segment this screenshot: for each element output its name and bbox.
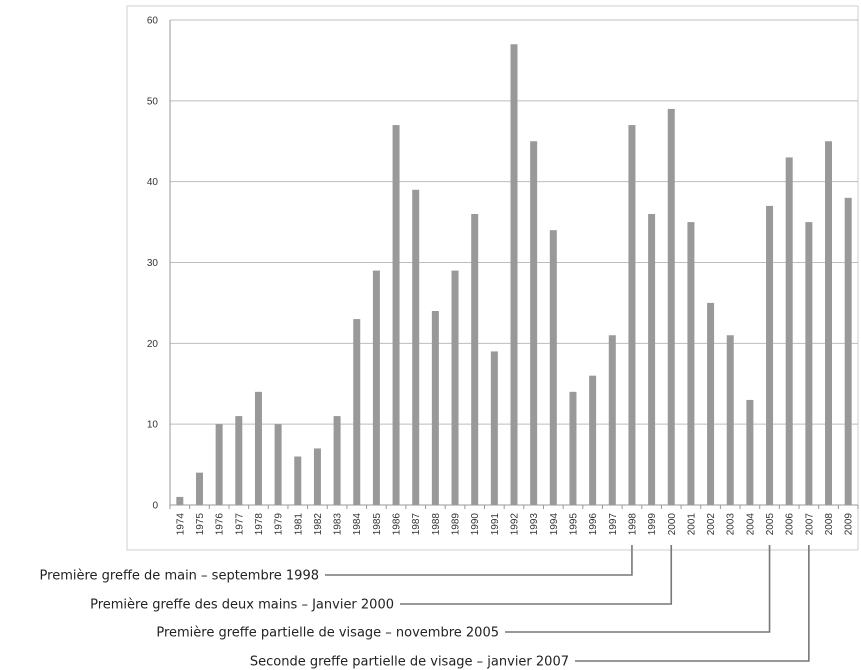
x-tick-label: 1978 xyxy=(254,513,265,536)
bar-2009 xyxy=(844,197,852,506)
x-tick-label: 1988 xyxy=(431,513,442,536)
x-tick-label: 2006 xyxy=(785,513,796,536)
x-tick-label: 1974 xyxy=(175,513,186,536)
y-tick-label: 20 xyxy=(147,339,159,350)
y-tick-label: 40 xyxy=(147,177,159,188)
x-tick-label: 1989 xyxy=(451,513,462,536)
bar-1998 xyxy=(628,125,636,505)
bar-1996 xyxy=(589,375,597,505)
x-tick-label: 1998 xyxy=(627,513,638,536)
chart-border xyxy=(126,5,859,551)
x-tick-label: 1979 xyxy=(274,513,285,536)
bar-1975 xyxy=(195,472,203,505)
annotation-leader-line xyxy=(325,545,633,576)
bar-2000 xyxy=(667,108,675,506)
x-tick-label: 1984 xyxy=(352,513,363,536)
x-tick-label: 1977 xyxy=(234,513,245,536)
x-tick-label: 1993 xyxy=(529,513,540,536)
bar-1978 xyxy=(254,391,262,505)
x-tick-label: 1996 xyxy=(588,513,599,536)
bar-1987 xyxy=(412,189,420,505)
x-tick-label: 1992 xyxy=(510,513,521,536)
x-tick-label: 1995 xyxy=(568,513,579,536)
x-tick-label: 2000 xyxy=(667,513,678,536)
bar-1997 xyxy=(608,335,616,505)
annotation-label: Seconde greffe partielle de visage – jan… xyxy=(250,655,569,670)
x-tick-label: 1985 xyxy=(372,513,383,536)
x-tick-label: 1976 xyxy=(215,513,226,536)
x-tick-label: 1990 xyxy=(470,513,481,536)
bar-1994 xyxy=(549,230,557,505)
x-tick-label: 1997 xyxy=(608,513,619,536)
bar-1982 xyxy=(313,448,321,505)
x-tick-label: 1994 xyxy=(549,513,560,536)
y-tick-label: 50 xyxy=(147,96,159,107)
bar-1999 xyxy=(648,214,656,505)
bar-1979 xyxy=(274,424,282,505)
bar-1981 xyxy=(294,456,302,505)
x-tick-label: 2009 xyxy=(844,513,855,536)
bar-1986 xyxy=(392,125,400,505)
bar-1985 xyxy=(372,270,380,505)
annotation-label: Première greffe partielle de visage – no… xyxy=(156,626,499,641)
bar-2001 xyxy=(687,222,695,506)
bar-2003 xyxy=(726,335,734,505)
bar-2002 xyxy=(707,302,715,505)
bar-2006 xyxy=(785,157,793,505)
annotation-leader-line xyxy=(505,545,771,633)
bar-2007 xyxy=(805,222,813,506)
bar-1991 xyxy=(490,351,498,505)
annotation-leader-line xyxy=(400,545,673,605)
annotation-label: Première greffe des deux mains – Janvier… xyxy=(90,598,394,613)
x-tick-label: 2002 xyxy=(706,513,717,536)
x-tick-label: 1981 xyxy=(293,513,304,536)
x-tick-label: 2001 xyxy=(686,513,697,536)
x-tick-label: 2007 xyxy=(804,513,815,536)
y-tick-label: 10 xyxy=(147,420,159,431)
y-tick-label: 0 xyxy=(152,501,158,512)
bar-1983 xyxy=(333,416,341,505)
x-tick-label: 1975 xyxy=(195,513,206,536)
bar-1974 xyxy=(176,496,184,505)
x-tick-label: 2004 xyxy=(745,513,756,536)
bar-2008 xyxy=(825,141,833,505)
x-tick-label: 1991 xyxy=(490,513,501,536)
bars xyxy=(176,44,852,506)
x-axis-ticks: 1974 1975 1976 1977 1978 1979 1981 1982 1983 1984… xyxy=(169,505,859,536)
annotation-leader-line xyxy=(575,545,810,662)
x-tick-label: 1986 xyxy=(392,513,403,536)
bar-2005 xyxy=(766,205,774,505)
x-tick-label: 1982 xyxy=(313,513,324,536)
bar-1992 xyxy=(510,44,518,505)
y-axis-ticks: 0 10 20 30 40 50 60 xyxy=(147,16,159,512)
x-tick-label: 1987 xyxy=(411,513,422,536)
bar-1995 xyxy=(569,391,577,505)
bar-1984 xyxy=(353,319,361,505)
x-tick-label: 2003 xyxy=(726,513,737,536)
bar-1990 xyxy=(471,214,479,505)
x-tick-label: 1999 xyxy=(647,513,658,536)
annotations: Première greffe de main – septembre 1998… xyxy=(40,545,810,670)
bar-2004 xyxy=(746,399,754,505)
y-tick-label: 60 xyxy=(147,16,159,27)
gridlines xyxy=(169,19,858,506)
bar-1976 xyxy=(215,424,223,505)
annotation-label: Première greffe de main – septembre 1998 xyxy=(40,569,319,584)
bar-1977 xyxy=(235,416,243,505)
x-tick-label: 2005 xyxy=(765,513,776,536)
x-tick-label: 1983 xyxy=(333,513,344,536)
bar-1989 xyxy=(451,270,459,505)
bar-1993 xyxy=(530,141,538,505)
y-tick-label: 30 xyxy=(147,258,159,269)
x-tick-label: 2008 xyxy=(824,513,835,536)
bar-1988 xyxy=(431,311,439,505)
